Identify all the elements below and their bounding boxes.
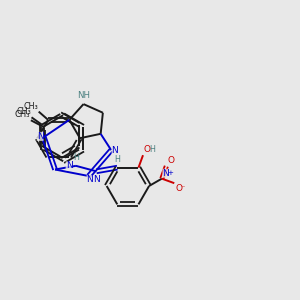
Text: N: N (37, 132, 44, 141)
Text: N: N (112, 146, 118, 155)
Text: O: O (175, 184, 182, 193)
Text: N: N (66, 161, 72, 170)
Text: H: H (149, 145, 155, 154)
Text: N: N (87, 175, 93, 184)
Text: H: H (73, 153, 79, 162)
Text: O: O (144, 145, 151, 154)
Text: ⁻: ⁻ (181, 184, 185, 193)
Text: CH₃: CH₃ (14, 110, 30, 119)
Text: NH: NH (77, 91, 90, 100)
Text: CH₃: CH₃ (24, 102, 38, 111)
Text: +: + (167, 170, 173, 176)
Text: N: N (162, 169, 169, 178)
Text: CH₃: CH₃ (16, 107, 31, 116)
Text: O: O (167, 156, 174, 165)
Text: H: H (114, 154, 120, 164)
Text: N: N (93, 176, 100, 184)
